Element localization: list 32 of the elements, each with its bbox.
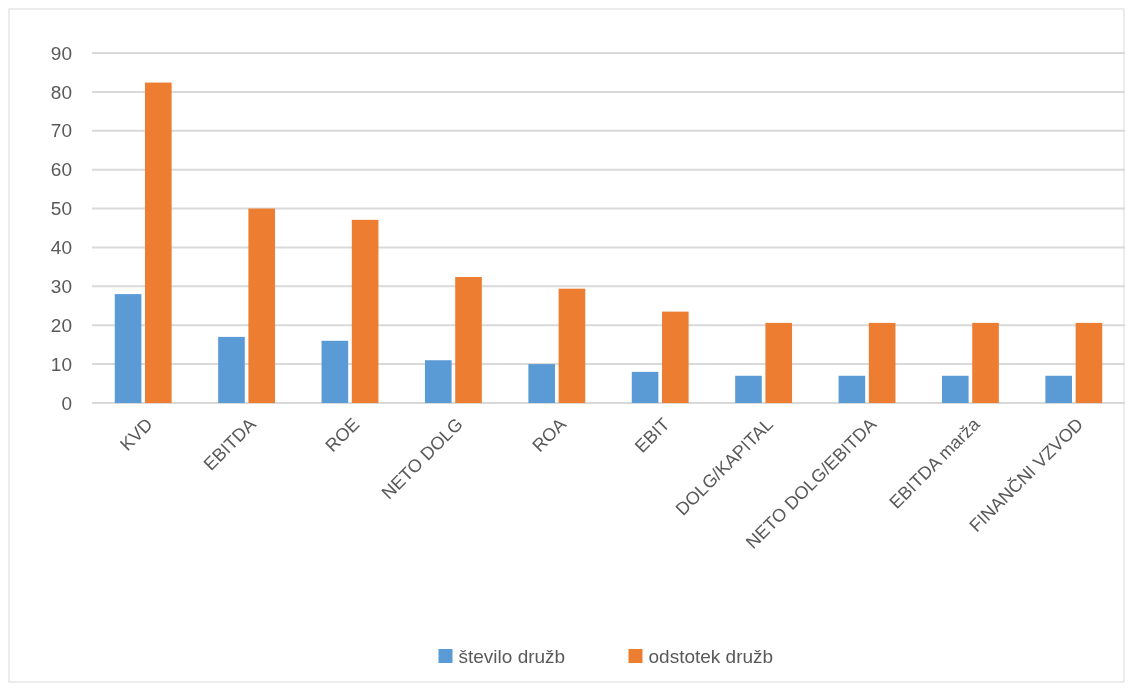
- legend-label: število družb: [458, 645, 566, 667]
- bar: [145, 82, 172, 403]
- bar: [321, 340, 349, 403]
- y-tick-label: 70: [50, 120, 72, 142]
- y-tick-label: 50: [50, 198, 72, 220]
- bar: [558, 288, 586, 403]
- bar: [765, 322, 793, 403]
- y-tick-label: 60: [50, 159, 72, 181]
- bar: [662, 311, 689, 403]
- bar: [114, 294, 142, 403]
- legend-label: odstotek družb: [648, 645, 774, 667]
- bar: [972, 322, 999, 403]
- bar: [868, 322, 896, 403]
- bar: [941, 375, 969, 403]
- y-tick-label: 20: [50, 314, 72, 336]
- bar: [424, 360, 452, 403]
- y-tick-label: 40: [50, 237, 72, 259]
- bar: [455, 277, 482, 403]
- bar: [351, 219, 379, 403]
- bar: [631, 371, 659, 403]
- y-tick-label: 80: [50, 81, 72, 103]
- y-tick-label: 0: [61, 392, 72, 414]
- bar: [248, 208, 276, 403]
- bar: [735, 375, 762, 403]
- bar: [1075, 322, 1103, 403]
- bar: [838, 375, 866, 403]
- bar: [1045, 375, 1072, 403]
- y-tick-label: 30: [50, 275, 72, 297]
- y-tick-label: 10: [50, 353, 72, 375]
- bar: [218, 336, 245, 403]
- bar: [528, 364, 555, 403]
- y-tick-label: 90: [50, 42, 72, 64]
